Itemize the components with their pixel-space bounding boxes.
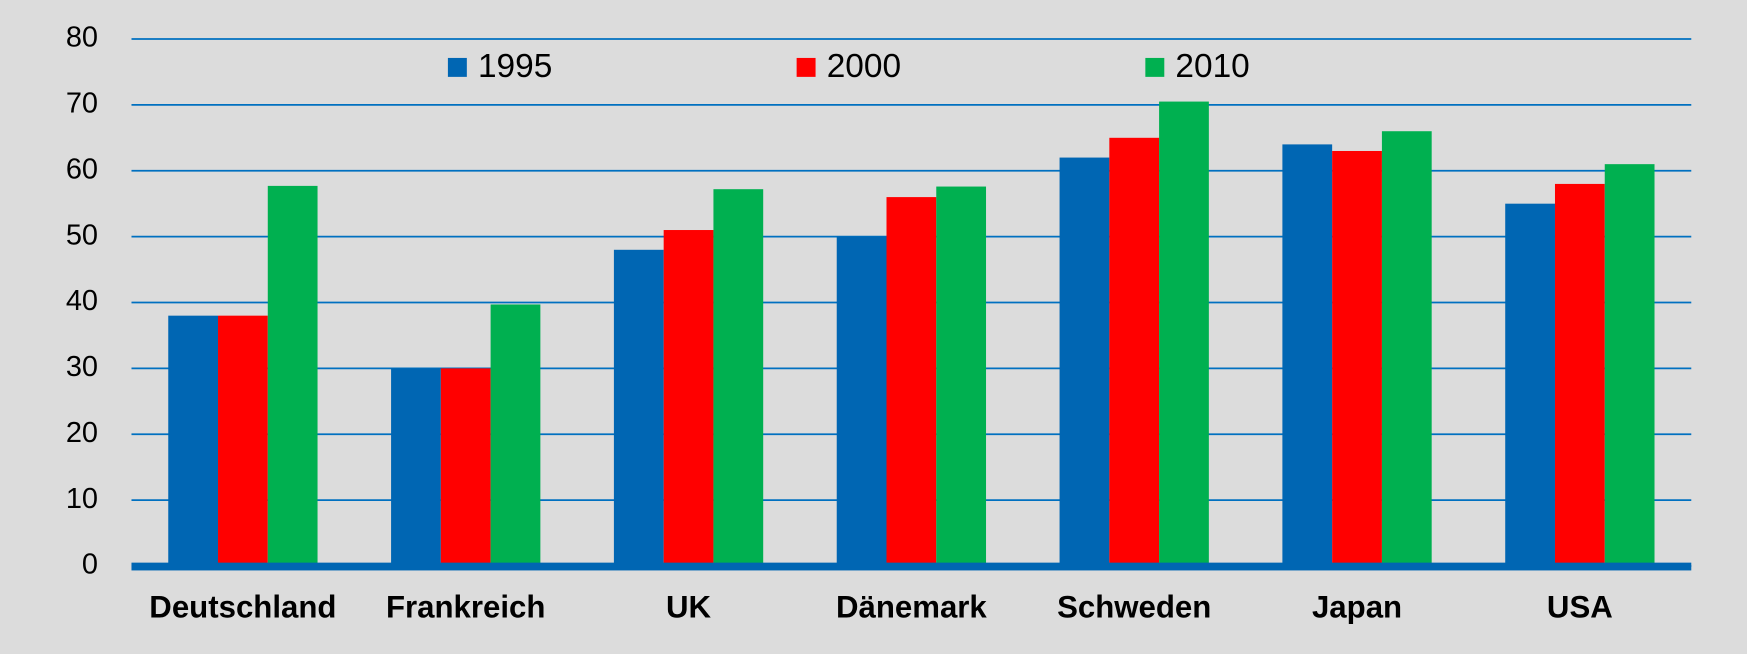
- bar: [886, 197, 937, 566]
- bar: [1059, 157, 1110, 566]
- x-tick-label: UK: [666, 590, 712, 625]
- bar: [1282, 144, 1333, 566]
- x-tick-label: Dänemark: [836, 590, 987, 625]
- bar: [836, 236, 887, 566]
- legend-swatch: [447, 57, 467, 77]
- bar: [391, 368, 441, 566]
- bar: [1381, 131, 1432, 566]
- y-tick-label: 0: [82, 549, 98, 581]
- y-tick-label: 70: [66, 88, 98, 120]
- bar: [613, 249, 664, 566]
- y-tick-label: 60: [66, 153, 98, 185]
- bar: [936, 186, 987, 566]
- legend-label: 1995: [478, 48, 552, 85]
- y-tick-label: 80: [66, 22, 98, 54]
- y-tick-label: 50: [66, 219, 98, 251]
- x-tick-label: USA: [1547, 590, 1613, 625]
- y-tick-label: 10: [66, 483, 98, 515]
- bar: [1554, 183, 1605, 566]
- x-tick-label: Deutschland: [149, 590, 336, 625]
- x-tick-label: Japan: [1312, 590, 1402, 625]
- bar: [713, 189, 764, 566]
- x-tick-label: Schweden: [1057, 590, 1211, 625]
- bar: [1332, 150, 1382, 566]
- legend-swatch: [1145, 57, 1165, 77]
- bar: [168, 315, 219, 566]
- bar: [440, 368, 491, 566]
- legend-label: 2010: [1175, 48, 1249, 85]
- bar: [267, 185, 318, 566]
- y-tick-label: 30: [66, 351, 98, 383]
- bar: [1159, 101, 1209, 566]
- bar: [1604, 164, 1655, 566]
- bar: [490, 304, 541, 566]
- bar: [218, 315, 268, 566]
- x-axis: [131, 562, 1692, 571]
- bar: [1109, 137, 1160, 566]
- legend-swatch: [796, 57, 816, 77]
- x-tick-label: Frankreich: [386, 590, 545, 625]
- y-tick-label: 40: [66, 285, 98, 317]
- bar: [1505, 203, 1555, 566]
- bar: [663, 230, 714, 566]
- legend-label: 2000: [827, 48, 901, 85]
- y-tick-label: 20: [66, 417, 98, 449]
